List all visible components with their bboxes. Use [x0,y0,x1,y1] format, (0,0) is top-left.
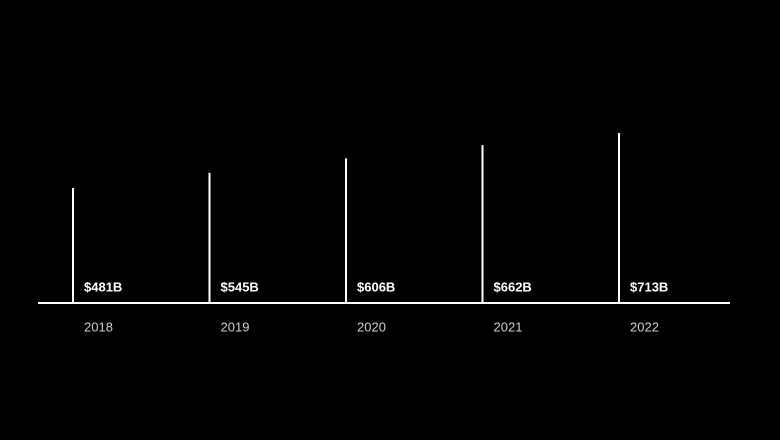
x-tick-label: 2021 [494,319,523,334]
value-label: $713B [630,279,668,294]
value-label: $545B [221,279,259,294]
x-tick-label: 2018 [84,319,113,334]
value-label: $606B [357,279,395,294]
value-label: $662B [494,279,532,294]
x-tick-label: 2019 [221,319,250,334]
x-tick-label: 2020 [357,319,386,334]
value-label: $481B [84,279,122,294]
x-tick-label: 2022 [630,319,659,334]
